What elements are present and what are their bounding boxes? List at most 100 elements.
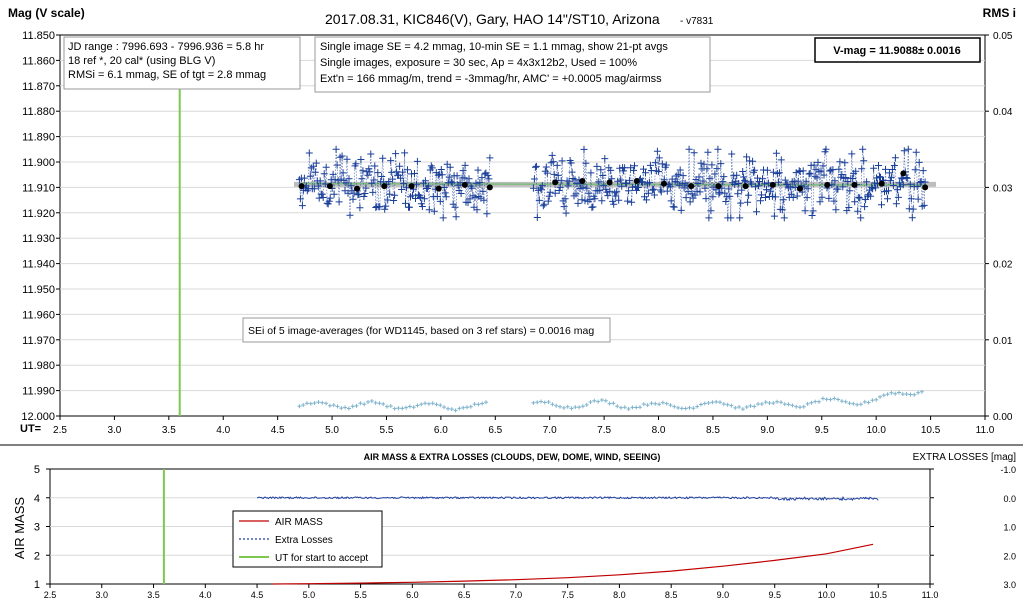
rms-point — [573, 405, 578, 410]
rms-point — [638, 405, 642, 410]
rms-point — [539, 399, 543, 404]
bottom-xtick-label: 4.5 — [251, 590, 264, 600]
rms-point — [423, 401, 428, 406]
top-ytick-label: 11.990 — [22, 386, 55, 398]
data-point — [834, 185, 842, 193]
avg-point — [824, 181, 831, 188]
data-point — [887, 173, 895, 181]
rms-point — [805, 401, 810, 406]
data-point — [406, 203, 413, 211]
avg-point — [354, 185, 361, 192]
data-point — [388, 168, 396, 176]
rms-point — [687, 405, 692, 410]
data-point — [349, 195, 357, 203]
top-ytick-label: 11.960 — [22, 309, 55, 321]
rms-point — [858, 402, 863, 407]
rms-point — [737, 405, 742, 409]
rms-point — [855, 402, 860, 407]
data-connector — [299, 149, 491, 218]
data-point — [600, 182, 608, 190]
info-left-line1: JD range : 7996.693 - 7996.936 = 5.8 hr — [68, 41, 264, 53]
rms-point — [699, 402, 703, 407]
rms-point — [794, 404, 799, 409]
rms-point — [588, 400, 593, 404]
top-yrtick-label: 0.04 — [993, 107, 1013, 118]
rms-point — [419, 402, 424, 407]
avg-point — [381, 183, 388, 190]
sei-note-text: SEi of 5 image-averages (for WD1145, bas… — [248, 325, 594, 337]
top-xtick-label: 10.5 — [921, 425, 941, 436]
rms-point — [832, 396, 837, 401]
rms-point — [366, 400, 370, 404]
data-point — [537, 186, 545, 194]
avg-point — [660, 180, 667, 187]
avg-point — [461, 181, 468, 188]
data-point — [381, 205, 389, 213]
rms-point — [461, 405, 466, 410]
top-yrtick-label: 0.01 — [993, 336, 1013, 347]
airmass-line — [272, 543, 874, 585]
data-point — [415, 192, 423, 200]
airmass-panel: 5 4 3 2 1 -1.0 0.0 1.0 2.0 3.0 2.5 3.0 3.5 4.0 4.5 5.… — [12, 452, 1016, 600]
data-point — [478, 174, 486, 182]
avg-point — [742, 183, 749, 190]
top-ylabel-right: RMS i — [983, 6, 1016, 20]
bottom-yrtick-label: 1.0 — [1003, 523, 1016, 533]
info-mid-line1: Single image SE = 4.2 mmag, 10-min SE = … — [320, 41, 668, 53]
bottom-ylabel-right: EXTRA LOSSES [mag] — [913, 452, 1017, 463]
rms-point — [874, 397, 879, 402]
bottom-yrtick-label: 0.0 — [1003, 494, 1016, 504]
info-left-line3: RMSi = 6.1 mmag, SE of tgt = 2.8 mmag — [68, 69, 266, 81]
data-point — [591, 195, 599, 203]
rms-point — [400, 406, 405, 411]
rms-point — [472, 402, 477, 407]
rms-point — [664, 401, 669, 406]
rms-point — [626, 407, 631, 411]
data-point — [726, 192, 734, 200]
data-point — [543, 169, 551, 177]
rms-point — [649, 401, 654, 406]
data-point — [849, 175, 857, 182]
data-point — [325, 197, 333, 205]
rms-point — [480, 401, 485, 406]
data-point — [648, 186, 656, 194]
rms-point — [396, 406, 401, 411]
top-xtick-label: 6.5 — [488, 425, 502, 436]
top-ytick-label: 11.900 — [22, 157, 55, 169]
top-ylabel-left: Mag (V scale) — [8, 6, 85, 20]
info-left-line2: 18 ref *, 20 cal* (using BLG V) — [68, 55, 215, 67]
rms-point — [468, 404, 473, 409]
rms-point — [565, 404, 570, 409]
data-point — [601, 155, 609, 163]
rms-point — [813, 399, 818, 404]
top-ytick-label: 11.980 — [22, 360, 55, 372]
rms-point — [350, 404, 355, 409]
bottom-xtick-label: 10.5 — [869, 590, 887, 600]
top-ytick-label: 11.950 — [22, 284, 55, 296]
bottom-xtick-label: 10.0 — [818, 590, 836, 600]
rms-point — [908, 392, 913, 397]
avg-point — [606, 179, 613, 186]
rms-point — [343, 405, 348, 410]
avg-point — [715, 183, 722, 190]
rms-point — [362, 402, 367, 407]
rms-point — [580, 404, 585, 409]
top-xtick-label: 4.5 — [271, 425, 285, 436]
top-ytick-label: 11.920 — [22, 208, 55, 220]
rms-point — [878, 394, 882, 399]
top-ytick-label: 11.850 — [22, 30, 55, 42]
avg-point — [579, 178, 586, 185]
rms-point — [596, 399, 601, 404]
bottom-xtick-label: 5.5 — [354, 590, 367, 600]
rms-point — [668, 403, 673, 408]
rms-point — [449, 407, 454, 412]
rms-point — [881, 393, 886, 398]
avg-point — [922, 184, 929, 191]
rms-point — [358, 401, 363, 406]
top-yrtick-label: 0.02 — [993, 260, 1013, 271]
bottom-xtick-label: 11.0 — [922, 590, 939, 600]
data-point — [836, 158, 844, 166]
bottom-yrtick-label: -1.0 — [1000, 465, 1016, 475]
rms-point — [446, 406, 450, 411]
